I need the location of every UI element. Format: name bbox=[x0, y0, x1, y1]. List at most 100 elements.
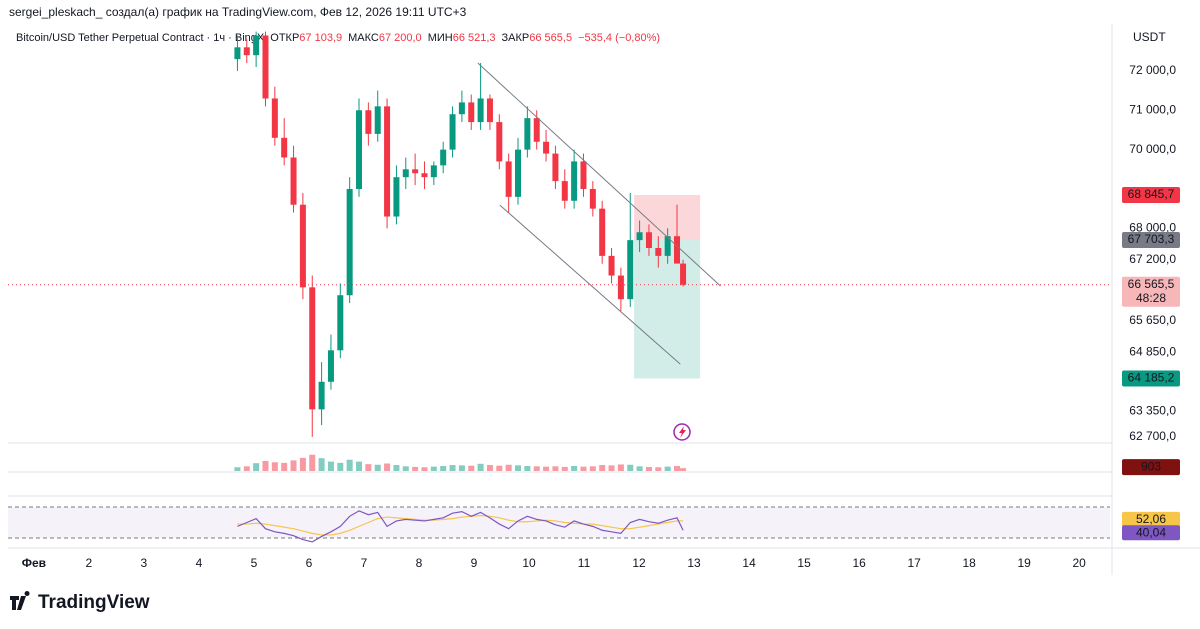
x-tick-label: 7 bbox=[361, 556, 368, 570]
entry-marker-label: 67 703,3 bbox=[1128, 232, 1175, 246]
candle-body bbox=[356, 110, 363, 189]
volume-bar bbox=[365, 464, 372, 471]
volume-bar bbox=[468, 465, 475, 471]
candle-body bbox=[281, 137, 288, 158]
candle-body bbox=[561, 181, 568, 201]
volume-bar bbox=[496, 465, 503, 471]
volume-bar bbox=[636, 466, 643, 471]
last-price-marker-label: 66 565,5 bbox=[1128, 277, 1175, 291]
volume-bar bbox=[552, 466, 559, 471]
volume-bar bbox=[680, 468, 687, 471]
currency-label: USDT bbox=[1133, 30, 1166, 44]
candle-body bbox=[674, 236, 681, 264]
close-label: ЗАКР bbox=[502, 32, 530, 44]
candle-body bbox=[515, 149, 522, 197]
volume-marker-box bbox=[1122, 459, 1180, 476]
x-tick-label: 10 bbox=[522, 556, 536, 570]
channel-line bbox=[499, 204, 681, 365]
entry-marker-box bbox=[1122, 232, 1180, 249]
volume-bar bbox=[645, 466, 652, 471]
volume-bar bbox=[384, 463, 391, 471]
candle-body bbox=[421, 173, 428, 178]
logo: TradingView bbox=[10, 591, 150, 613]
candle-body bbox=[486, 98, 493, 123]
volume-bar bbox=[505, 464, 512, 471]
candle-body bbox=[384, 106, 391, 217]
candle-body bbox=[552, 153, 559, 182]
candle-body bbox=[262, 35, 269, 99]
rsi-ma-marker-label: 52,06 bbox=[1136, 512, 1166, 526]
candle-body bbox=[599, 208, 606, 256]
x-tick-label: 12 bbox=[632, 556, 646, 570]
candle-body bbox=[505, 161, 512, 197]
candle-body bbox=[290, 157, 297, 205]
high: 67 200,0 bbox=[379, 32, 422, 44]
x-tick-label: 13 bbox=[687, 556, 701, 570]
volume-bar bbox=[580, 466, 587, 471]
close: 66 565,5 bbox=[529, 32, 572, 44]
candle-body bbox=[318, 381, 325, 410]
x-tick-label: 20 bbox=[1073, 556, 1087, 570]
x-tick-label: 8 bbox=[416, 556, 423, 570]
candle-body bbox=[402, 169, 409, 178]
x-tick-label: 11 bbox=[578, 556, 591, 570]
rsi-band bbox=[8, 506, 1110, 539]
volume-bar bbox=[599, 465, 606, 471]
volume-bar bbox=[664, 466, 671, 471]
low-label: МИН bbox=[428, 32, 453, 44]
y-tick-label: 67 200,0 bbox=[1129, 252, 1176, 266]
candle-body bbox=[655, 248, 662, 256]
volume-bar bbox=[617, 464, 624, 471]
volume-bar bbox=[430, 466, 437, 471]
rsi-ma-line bbox=[237, 514, 684, 536]
rsi-ma-marker-box bbox=[1122, 511, 1180, 527]
y-tick-label: 64 850,0 bbox=[1129, 344, 1176, 358]
symbol: Bitcoin/USD Tether Perpetual Contract · … bbox=[16, 32, 265, 44]
last-price-marker-label: 48:28 bbox=[1136, 291, 1166, 305]
volume-bar bbox=[281, 462, 288, 471]
candle-body bbox=[533, 118, 540, 142]
volume-bar bbox=[299, 457, 306, 471]
volume-bar bbox=[524, 466, 531, 471]
volume-bar bbox=[458, 465, 465, 471]
x-tick-label: 4 bbox=[196, 556, 203, 570]
y-tick-label: 70 000,0 bbox=[1129, 142, 1176, 156]
volume-bar bbox=[449, 465, 456, 471]
volume-bar bbox=[234, 467, 241, 471]
rsi-marker-label: 40,04 bbox=[1136, 525, 1166, 539]
volume-bar bbox=[318, 458, 325, 471]
candle-body bbox=[468, 102, 475, 123]
x-tick-label: Фев bbox=[22, 556, 46, 570]
volume-bar bbox=[571, 466, 578, 471]
x-tick-label: 18 bbox=[962, 556, 976, 570]
low: 66 521,3 bbox=[453, 32, 496, 44]
volume-bar bbox=[262, 461, 269, 471]
x-tick-label: 6 bbox=[306, 556, 313, 570]
author-line: sergei_pleskach_ создал(а) график на Tra… bbox=[9, 5, 467, 19]
candle-body bbox=[543, 141, 550, 154]
y-tick-label: 71 000,0 bbox=[1129, 102, 1176, 116]
open: 67 103,9 bbox=[299, 32, 342, 44]
candle-body bbox=[617, 275, 624, 300]
volume-bar bbox=[608, 465, 615, 471]
candle-body bbox=[627, 240, 634, 300]
x-tick-label: 19 bbox=[1017, 556, 1031, 570]
target-marker-label: 64 185,2 bbox=[1128, 371, 1175, 385]
bolt-icon[interactable] bbox=[673, 423, 691, 441]
volume-bar bbox=[477, 463, 484, 471]
volume-bar bbox=[309, 454, 316, 471]
volume-bar bbox=[393, 465, 400, 471]
volume-bar bbox=[243, 466, 250, 471]
candle-body bbox=[234, 47, 241, 60]
volume-bar bbox=[486, 465, 493, 471]
y-tick-label: 68 000,0 bbox=[1129, 220, 1176, 234]
volume-bar bbox=[627, 464, 634, 471]
bolt[interactable] bbox=[679, 426, 686, 438]
candle-body bbox=[636, 232, 643, 241]
volume-bar bbox=[533, 466, 540, 471]
bolt-circle[interactable] bbox=[673, 423, 691, 441]
volume-bar bbox=[271, 462, 278, 471]
candle-body bbox=[477, 98, 484, 123]
candle-body bbox=[524, 118, 531, 150]
